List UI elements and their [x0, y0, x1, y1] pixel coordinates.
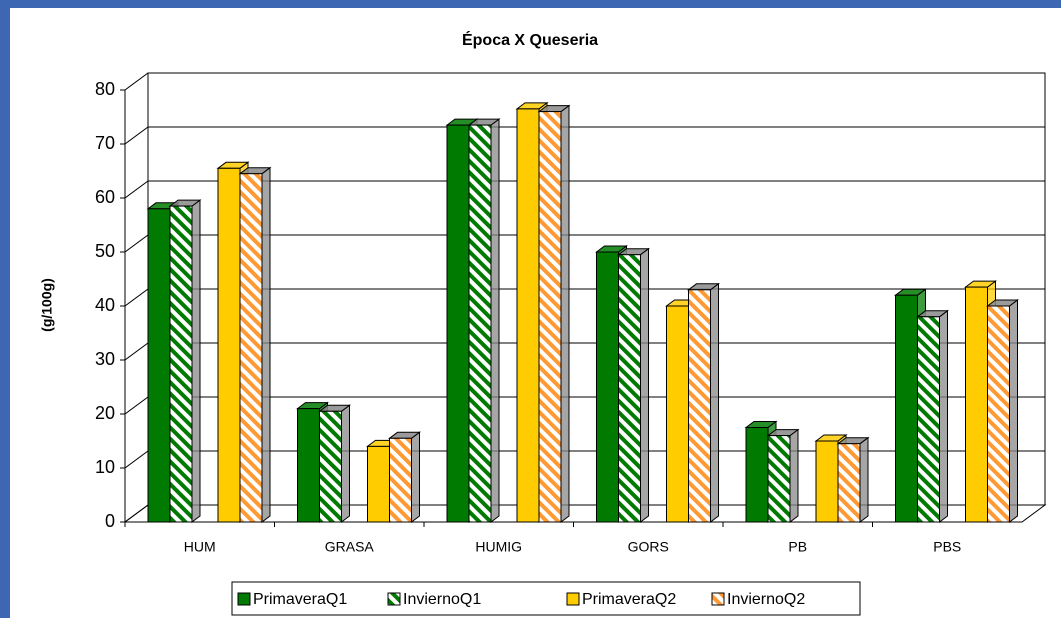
y-tick-label: 0 [105, 511, 115, 531]
legend-label: PrimaveraQ2 [582, 591, 676, 608]
bar [388, 431, 421, 523]
x-tick-label: GORS [628, 539, 669, 555]
grid-line [124, 126, 1045, 145]
bar-front [147, 208, 171, 523]
bar-front [169, 205, 193, 523]
bar-front [217, 167, 241, 523]
bar-front [516, 108, 540, 523]
bar [986, 299, 1019, 523]
y-tick-label: 60 [95, 187, 115, 207]
bar-front [297, 408, 320, 523]
legend-label: InviernoQ1 [403, 591, 481, 608]
bar [916, 309, 949, 523]
bar-front [987, 305, 1010, 523]
grid-line [124, 180, 1045, 199]
bar-side [789, 428, 799, 523]
bar-front [745, 427, 769, 523]
bar-side [560, 104, 570, 523]
grid-line [124, 72, 1045, 91]
bar-front [815, 440, 839, 523]
legend-swatch [387, 592, 401, 606]
bar-side [191, 199, 201, 523]
bar-front [965, 286, 988, 523]
bar-front [618, 254, 641, 523]
bar-front [666, 305, 689, 523]
y-tick-label: 50 [95, 241, 115, 261]
bar [537, 104, 571, 523]
bar-front [688, 289, 711, 523]
bar-front [895, 294, 918, 523]
bar-front [837, 443, 861, 523]
x-tick-label: HUM [184, 539, 216, 555]
bar-front [468, 124, 492, 523]
bar [836, 436, 870, 523]
bar-front [239, 173, 263, 523]
bar [766, 428, 800, 523]
bar [617, 247, 650, 523]
bar-side [1009, 299, 1018, 523]
legend-swatch [566, 592, 580, 606]
bar-front [767, 435, 791, 523]
bar [238, 166, 272, 523]
bar-side [859, 436, 869, 523]
bar-front [538, 111, 562, 523]
bar-side [261, 166, 271, 523]
bar [168, 199, 202, 523]
bar-side [640, 247, 649, 523]
legend [231, 581, 861, 616]
bar-front [319, 410, 342, 523]
bar-front [367, 445, 390, 523]
y-tick-label: 70 [95, 133, 115, 153]
legend-swatch [711, 592, 725, 606]
bar [687, 282, 720, 523]
bar-front [389, 437, 412, 523]
bar-side [341, 404, 350, 523]
x-tick-label: GRASA [325, 539, 375, 555]
legend-label: InviernoQ2 [727, 591, 805, 608]
bar-side [939, 309, 948, 523]
legend-swatch [237, 592, 251, 606]
y-axis-title: (g/100g) [39, 278, 55, 332]
bar-side [411, 431, 420, 523]
bar-front [446, 124, 470, 523]
chart-title: Época X Queseria [462, 30, 598, 49]
bar [318, 404, 351, 523]
bar [467, 118, 501, 523]
bar-side [710, 282, 719, 523]
y-tick-label: 20 [95, 403, 115, 423]
x-tick-label: HUMIG [475, 539, 522, 555]
x-tick-label: PB [788, 539, 807, 555]
bar-front [596, 251, 619, 523]
legend-label: PrimaveraQ1 [253, 591, 347, 608]
y-tick-label: 80 [95, 79, 115, 99]
y-tick-label: 30 [95, 349, 115, 369]
x-tick-label: PBS [933, 539, 961, 555]
y-tick-label: 40 [95, 295, 115, 315]
bar-side [490, 118, 500, 523]
bar-front [917, 316, 940, 523]
y-tick-label: 10 [95, 457, 115, 477]
